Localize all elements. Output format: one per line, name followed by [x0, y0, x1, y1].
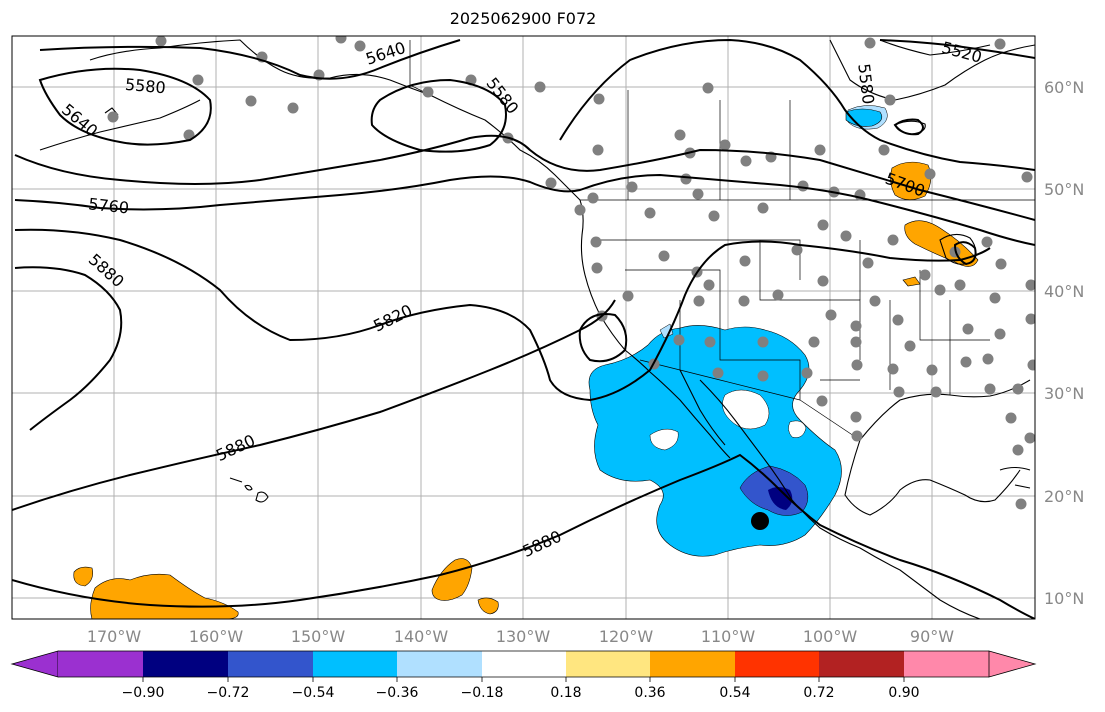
colorbar-bin: [650, 651, 735, 677]
lon-label: 160°W: [189, 627, 244, 646]
lon-label: 130°W: [496, 627, 551, 646]
lat-label: 40°N: [1044, 282, 1084, 301]
contour-label: 5760: [88, 194, 130, 217]
height-contours: [12, 38, 1035, 619]
lon-label: 110°W: [701, 627, 756, 646]
colorbar-bin: [566, 651, 650, 677]
lon-label: 100°W: [803, 627, 858, 646]
colorbar-low-extension: [10, 650, 59, 678]
colorbar-tick-label: −0.90: [122, 685, 165, 701]
lat-label: 60°N: [1044, 78, 1084, 97]
colorbar-bin: [904, 651, 989, 677]
colorbar-bin: [143, 651, 228, 677]
gridlines: [12, 36, 1035, 619]
lat-label: 20°N: [1044, 487, 1084, 506]
lon-label: 170°W: [87, 627, 142, 646]
lat-label: 50°N: [1044, 180, 1084, 199]
map-title: 2025062900 F072: [449, 9, 597, 28]
colorbar-bin: [397, 651, 482, 677]
map-frame: [11, 35, 1036, 620]
colorbar-bin: [819, 651, 904, 677]
lat-label: 30°N: [1044, 384, 1084, 403]
colorbar-tick-label: 0.54: [719, 685, 750, 701]
colorbar-bin: [228, 651, 313, 677]
lon-label: 150°W: [291, 627, 346, 646]
colorbar-tick-label: 0.72: [803, 685, 834, 701]
contour-label: 5580: [124, 75, 166, 97]
storm-center-marker: [751, 512, 769, 530]
colorbar: −0.90 −0.72 −0.54 −0.36 −0.18 0.18 0.36 …: [10, 650, 1037, 701]
colorbar-bin: [482, 651, 566, 677]
longitude-labels: 170°W 160°W 150°W 140°W 130°W 120°W 110°…: [87, 627, 954, 646]
colorbar-tick-label: 0.36: [634, 685, 665, 701]
colorbar-high-extension: [988, 650, 1037, 678]
lon-label: 140°W: [394, 627, 449, 646]
lat-label: 10°N: [1044, 589, 1084, 608]
colorbar-bin: [313, 651, 397, 677]
colorbar-tick-label: −0.54: [292, 685, 335, 701]
lon-label: 120°W: [599, 627, 654, 646]
colorbar-ticks: [142, 677, 905, 682]
colorbar-tick-label: 0.18: [550, 685, 581, 701]
latitude-labels: 60°N 50°N 40°N 30°N 20°N 10°N: [1044, 78, 1084, 608]
colorbar-tick-label: −0.18: [461, 685, 504, 701]
lon-label: 90°W: [910, 627, 954, 646]
station-dots: [107, 36, 1035, 510]
colorbar-bin: [735, 651, 819, 677]
colorbar-tick-label: 0.90: [888, 685, 919, 701]
contour-label: 5580: [854, 63, 878, 106]
colorbar-tick-label: −0.36: [376, 685, 419, 701]
colorbar-tick-label: −0.72: [207, 685, 250, 701]
colorbar-bin: [58, 651, 143, 677]
